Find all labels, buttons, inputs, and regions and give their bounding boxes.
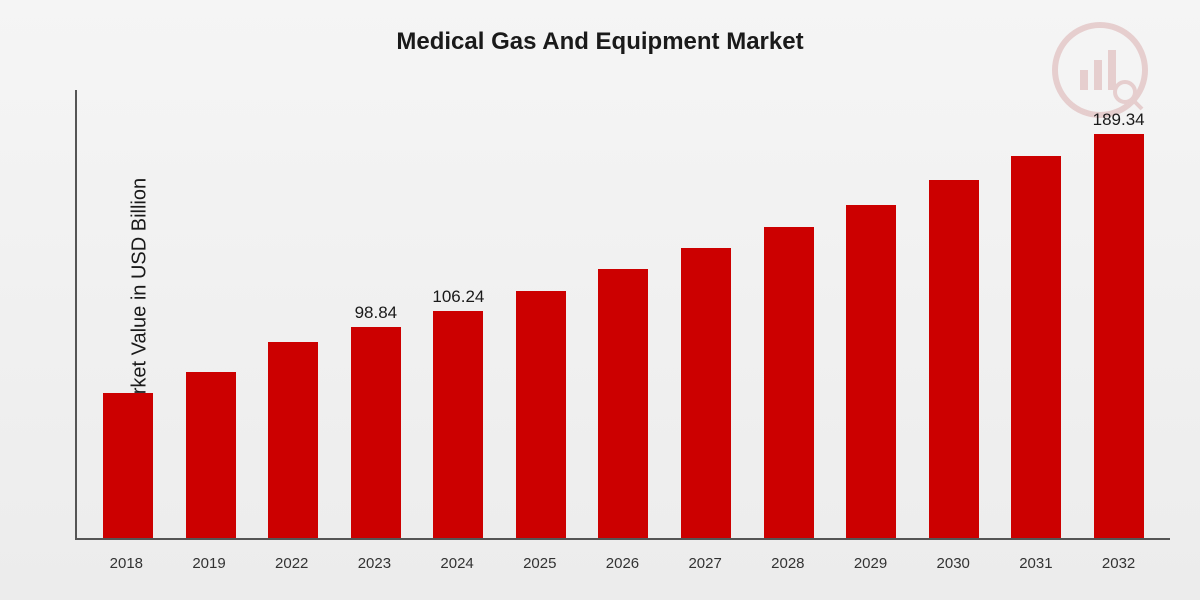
bar [516,291,566,538]
bar-group [665,90,748,538]
x-tick-label: 2023 [333,555,416,572]
bar [351,327,401,538]
bar-value-label: 189.34 [1093,110,1145,130]
bar [268,342,318,538]
bar-group [747,90,830,538]
bar-value-label: 106.24 [432,287,484,307]
bar [433,311,483,538]
bar [186,372,236,538]
bar-value-label: 98.84 [355,303,398,323]
x-tick-label: 2031 [995,555,1078,572]
chart-container: 98.84 106.24 189.34 [75,90,1170,540]
x-tick-label: 2026 [581,555,664,572]
x-axis-labels: 2018201920222023202420252026202720282029… [75,555,1170,572]
x-tick-label: 2032 [1077,555,1160,572]
x-tick-label: 2019 [168,555,251,572]
x-tick-label: 2027 [664,555,747,572]
x-tick-label: 2024 [416,555,499,572]
bar-group [500,90,583,538]
bar-group [170,90,253,538]
bar-group [87,90,170,538]
x-tick-label: 2028 [747,555,830,572]
x-tick-label: 2022 [250,555,333,572]
bar-group: 106.24 [417,90,500,538]
plot-area: 98.84 106.24 189.34 [75,90,1170,540]
bar-group: 98.84 [335,90,418,538]
x-tick-label: 2025 [498,555,581,572]
bar [1094,134,1144,538]
bar-group [830,90,913,538]
bar [103,393,153,538]
bar [846,205,896,538]
bar [1011,156,1061,538]
bar-group [252,90,335,538]
bars-row: 98.84 106.24 189.34 [77,90,1170,538]
bar [681,248,731,538]
bar-group [912,90,995,538]
bar [598,269,648,538]
bar-group [995,90,1078,538]
bar-group [582,90,665,538]
bar [929,180,979,538]
bar [764,227,814,538]
bar-group: 189.34 [1077,90,1160,538]
x-tick-label: 2018 [85,555,168,572]
x-tick-label: 2029 [829,555,912,572]
x-tick-label: 2030 [912,555,995,572]
chart-title: Medical Gas And Equipment Market [0,0,1200,56]
